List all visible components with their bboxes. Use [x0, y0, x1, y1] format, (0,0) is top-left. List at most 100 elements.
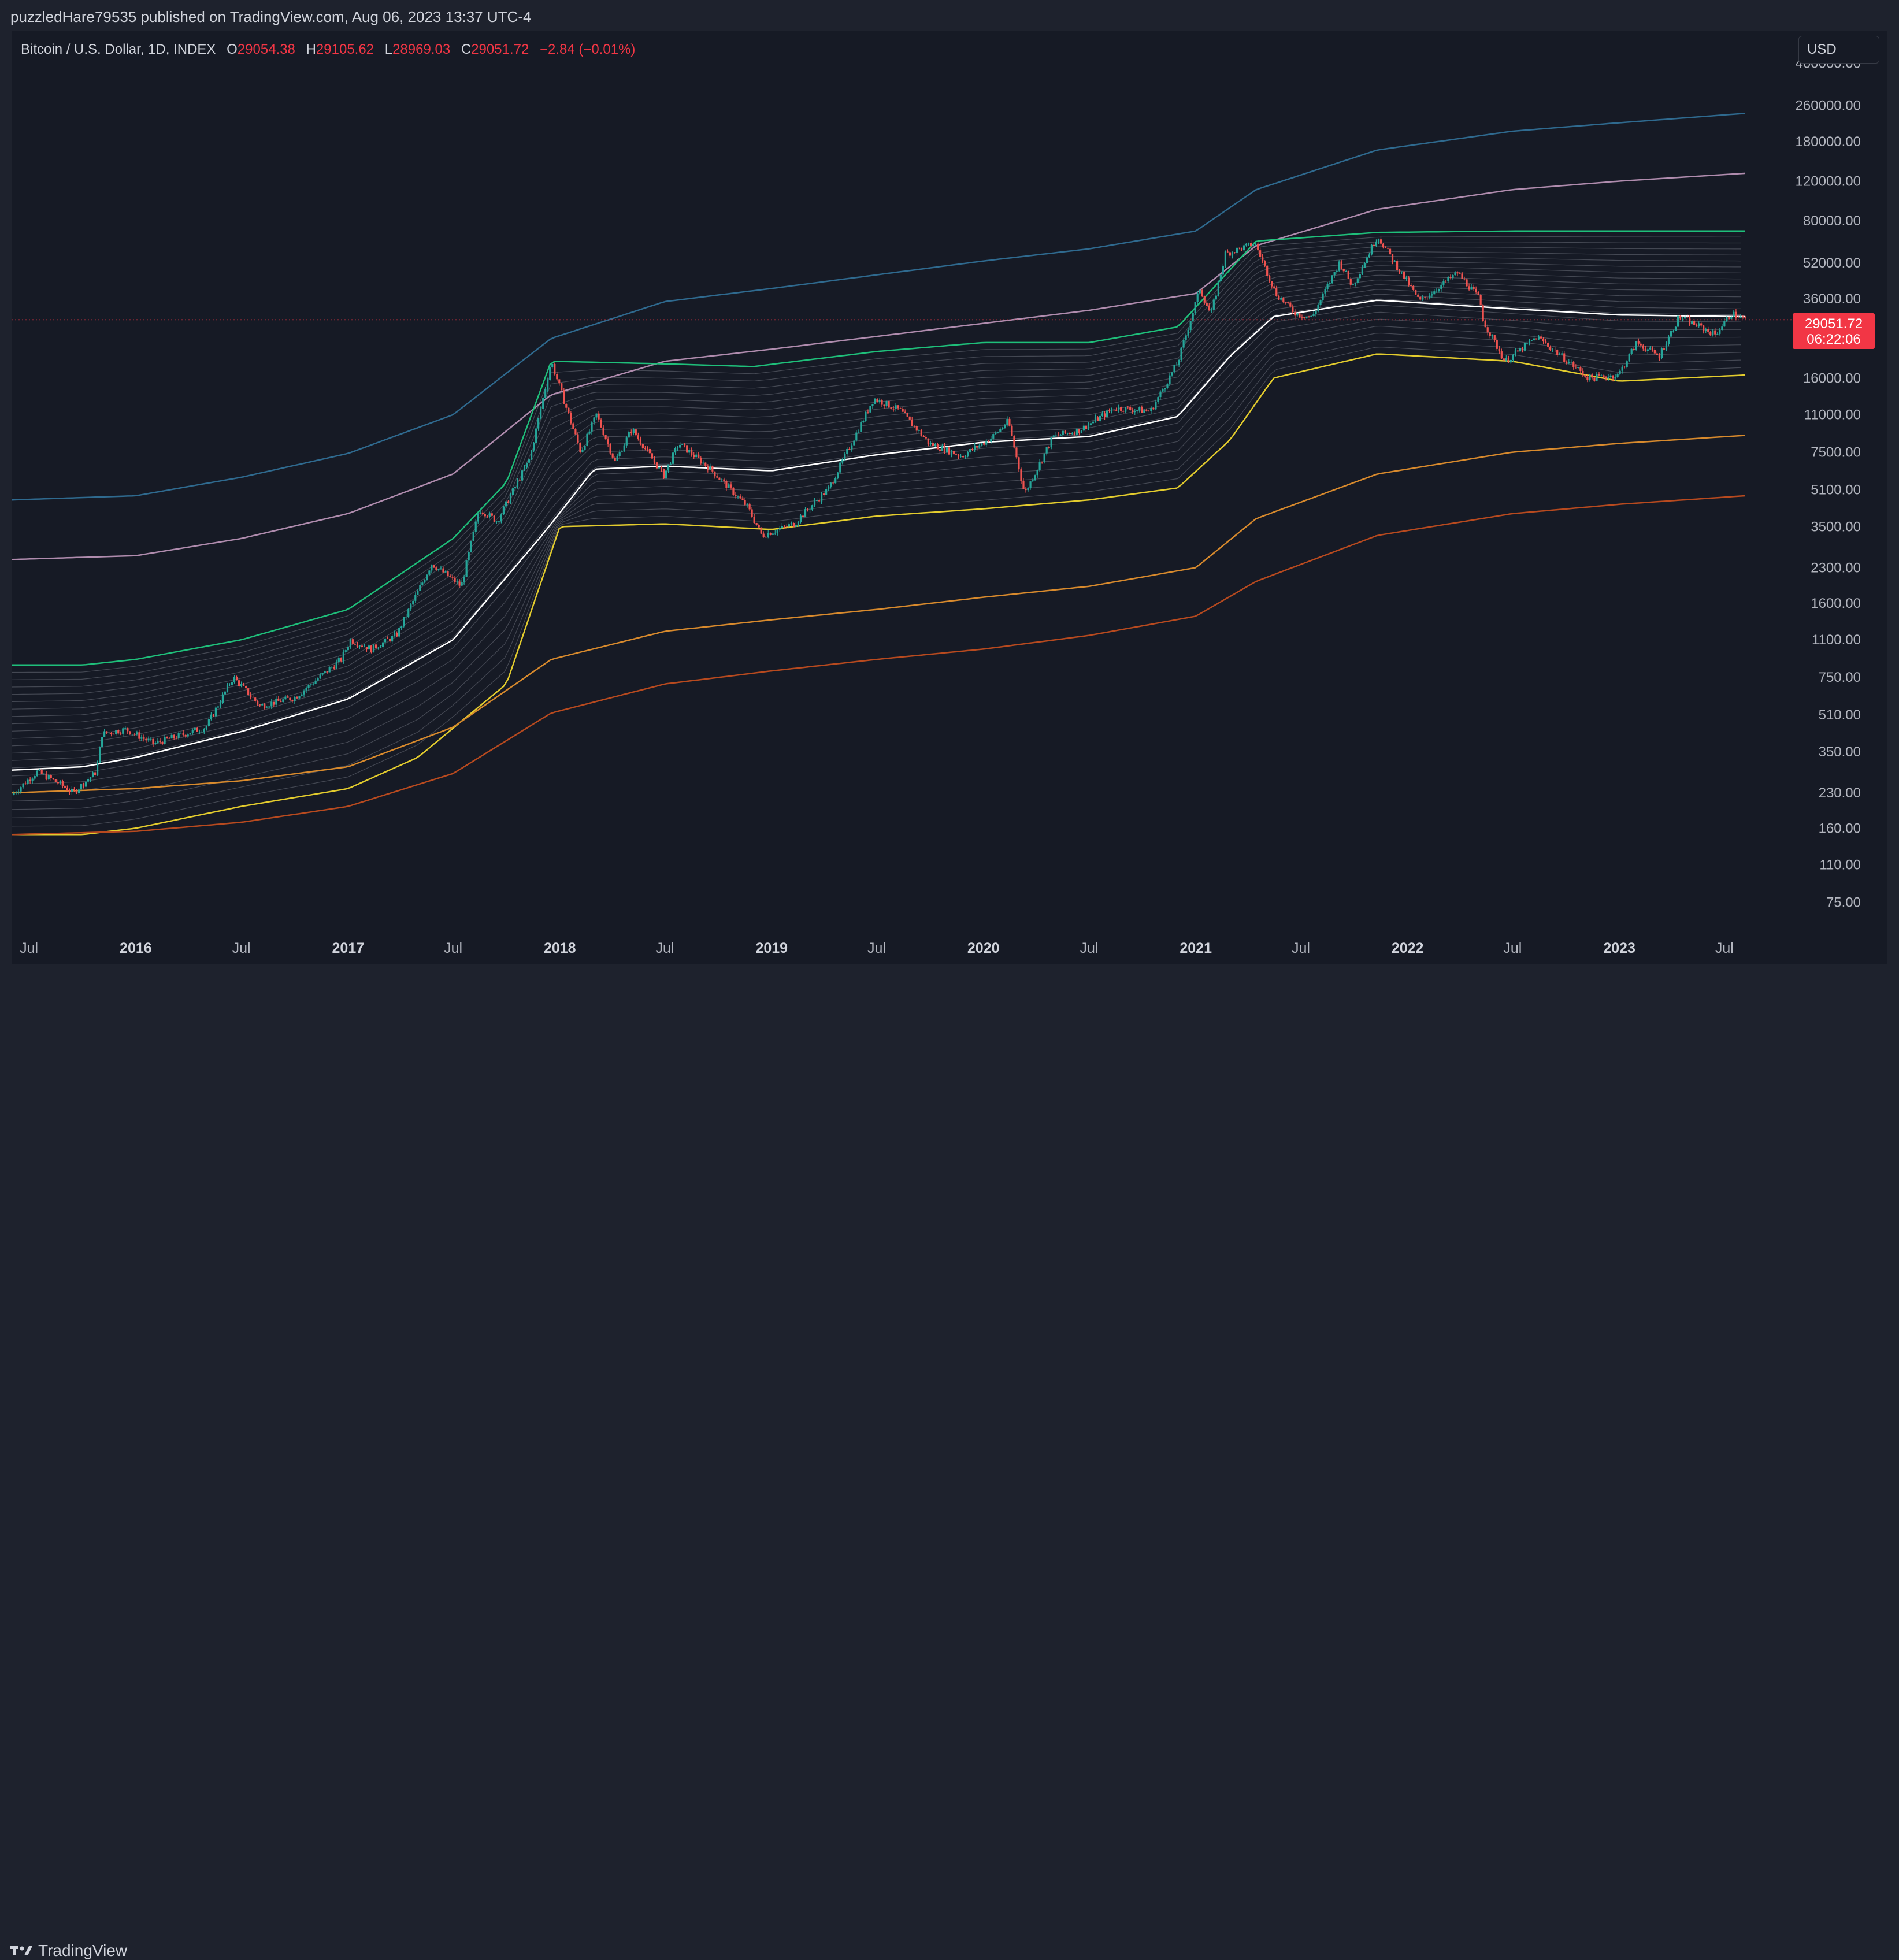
candle-body: [748, 503, 751, 510]
y-tick-label: 52000.00: [1803, 255, 1861, 271]
candle-body: [1259, 250, 1262, 257]
candle-body: [691, 450, 693, 455]
candle-body: [897, 405, 899, 409]
candle-body: [860, 422, 862, 432]
candle-body: [1312, 314, 1315, 316]
candle-body: [1020, 469, 1022, 481]
candle-body: [950, 451, 953, 455]
chart-panel[interactable]: 400000.00 260000.00 180000.00 120000.00 8000…: [12, 31, 1887, 964]
band-line: [12, 332, 1741, 810]
candle-body: [1229, 252, 1232, 256]
band-line: [12, 242, 1741, 680]
candle-body: [725, 481, 728, 488]
candle-body: [586, 433, 588, 446]
candle-body: [952, 451, 955, 455]
candle-body: [161, 742, 164, 744]
candle-body: [1500, 351, 1503, 359]
candle-body: [1547, 343, 1549, 347]
candle-body: [1614, 377, 1616, 379]
candle-body: [1106, 410, 1108, 417]
candle-body: [1194, 302, 1196, 313]
candle-body: [518, 480, 521, 481]
candle-body: [1245, 243, 1248, 246]
candle-body: [31, 778, 34, 782]
candle-body: [398, 628, 400, 637]
candle-body: [1294, 311, 1296, 316]
candle-body: [804, 509, 807, 517]
candle-body: [1533, 338, 1535, 340]
candle-body: [1182, 340, 1185, 348]
candle-body: [741, 498, 744, 500]
candle-body: [1217, 281, 1219, 296]
candle-body: [646, 448, 649, 450]
y-tick-label: 1600.00: [1811, 596, 1861, 611]
candle-body: [1087, 425, 1090, 429]
currency-button[interactable]: USD: [1798, 36, 1879, 64]
candle-body: [595, 413, 598, 418]
candle-body: [254, 697, 257, 701]
symbol-name[interactable]: Bitcoin / U.S. Dollar, 1D, INDEX: [21, 42, 216, 57]
candle-body: [1603, 375, 1605, 377]
candle-body: [1285, 302, 1287, 303]
candle-body: [865, 411, 867, 421]
candle-body: [932, 442, 934, 446]
candle-body: [240, 684, 243, 686]
candle-body: [684, 444, 686, 446]
candle-body: [665, 470, 667, 479]
candle-body: [1516, 350, 1519, 352]
candle-body: [1345, 271, 1347, 272]
candle-body: [1150, 408, 1152, 411]
candle-body: [381, 642, 384, 647]
candle-body: [758, 525, 760, 528]
candle-body: [1449, 277, 1452, 278]
candle-body: [639, 439, 641, 444]
candle-body: [1099, 415, 1101, 421]
candle-body: [554, 363, 556, 374]
candle-body: [1185, 335, 1187, 341]
candle-body: [1187, 330, 1189, 336]
candle-body: [1015, 447, 1018, 458]
candle-body: [1249, 243, 1252, 247]
candle-body: [431, 565, 433, 571]
candle-body: [326, 671, 328, 673]
candle-body: [1189, 321, 1192, 331]
candle-body: [1252, 244, 1255, 247]
tradingview-logo[interactable]: TradingView: [10, 1942, 127, 1960]
y-tick-label: 110.00: [1819, 858, 1861, 873]
candle-body: [881, 400, 883, 405]
candle-body: [542, 398, 544, 409]
candle-body: [1475, 288, 1477, 293]
candle-body: [1366, 257, 1368, 263]
candle-body: [1329, 283, 1331, 284]
candle-body: [855, 432, 858, 441]
candle-body: [250, 695, 252, 697]
candle-body: [1609, 375, 1612, 377]
candle-body: [1331, 275, 1333, 283]
candle-body: [834, 478, 837, 484]
candle-body: [89, 777, 92, 779]
candle-body: [593, 417, 595, 423]
band-line: [12, 298, 1741, 769]
candle-body: [1257, 243, 1259, 251]
candle-body: [1155, 402, 1157, 410]
candle-body: [1503, 358, 1505, 361]
candle-body: [410, 604, 412, 609]
candle-body: [305, 688, 307, 691]
candle-body: [143, 737, 145, 739]
series-line-band-low: [12, 353, 1746, 836]
candle-body: [1280, 298, 1282, 300]
candle-body: [1712, 330, 1714, 336]
candle-body: [1616, 373, 1619, 377]
candle-body: [959, 456, 962, 457]
candle-body: [1120, 407, 1122, 411]
candle-body: [920, 430, 922, 436]
candle-body: [1679, 315, 1682, 319]
band-line: [12, 255, 1741, 702]
candle-body: [806, 509, 809, 510]
price-chart[interactable]: 400000.00260000.00180000.00120000.008000…: [12, 31, 1887, 964]
y-tick-label: 75.00: [1826, 895, 1861, 911]
candle-body: [711, 466, 714, 472]
candle-body: [433, 565, 435, 568]
y-tick-label: 36000.00: [1803, 291, 1861, 307]
x-tick-label: Jul: [1503, 940, 1522, 956]
